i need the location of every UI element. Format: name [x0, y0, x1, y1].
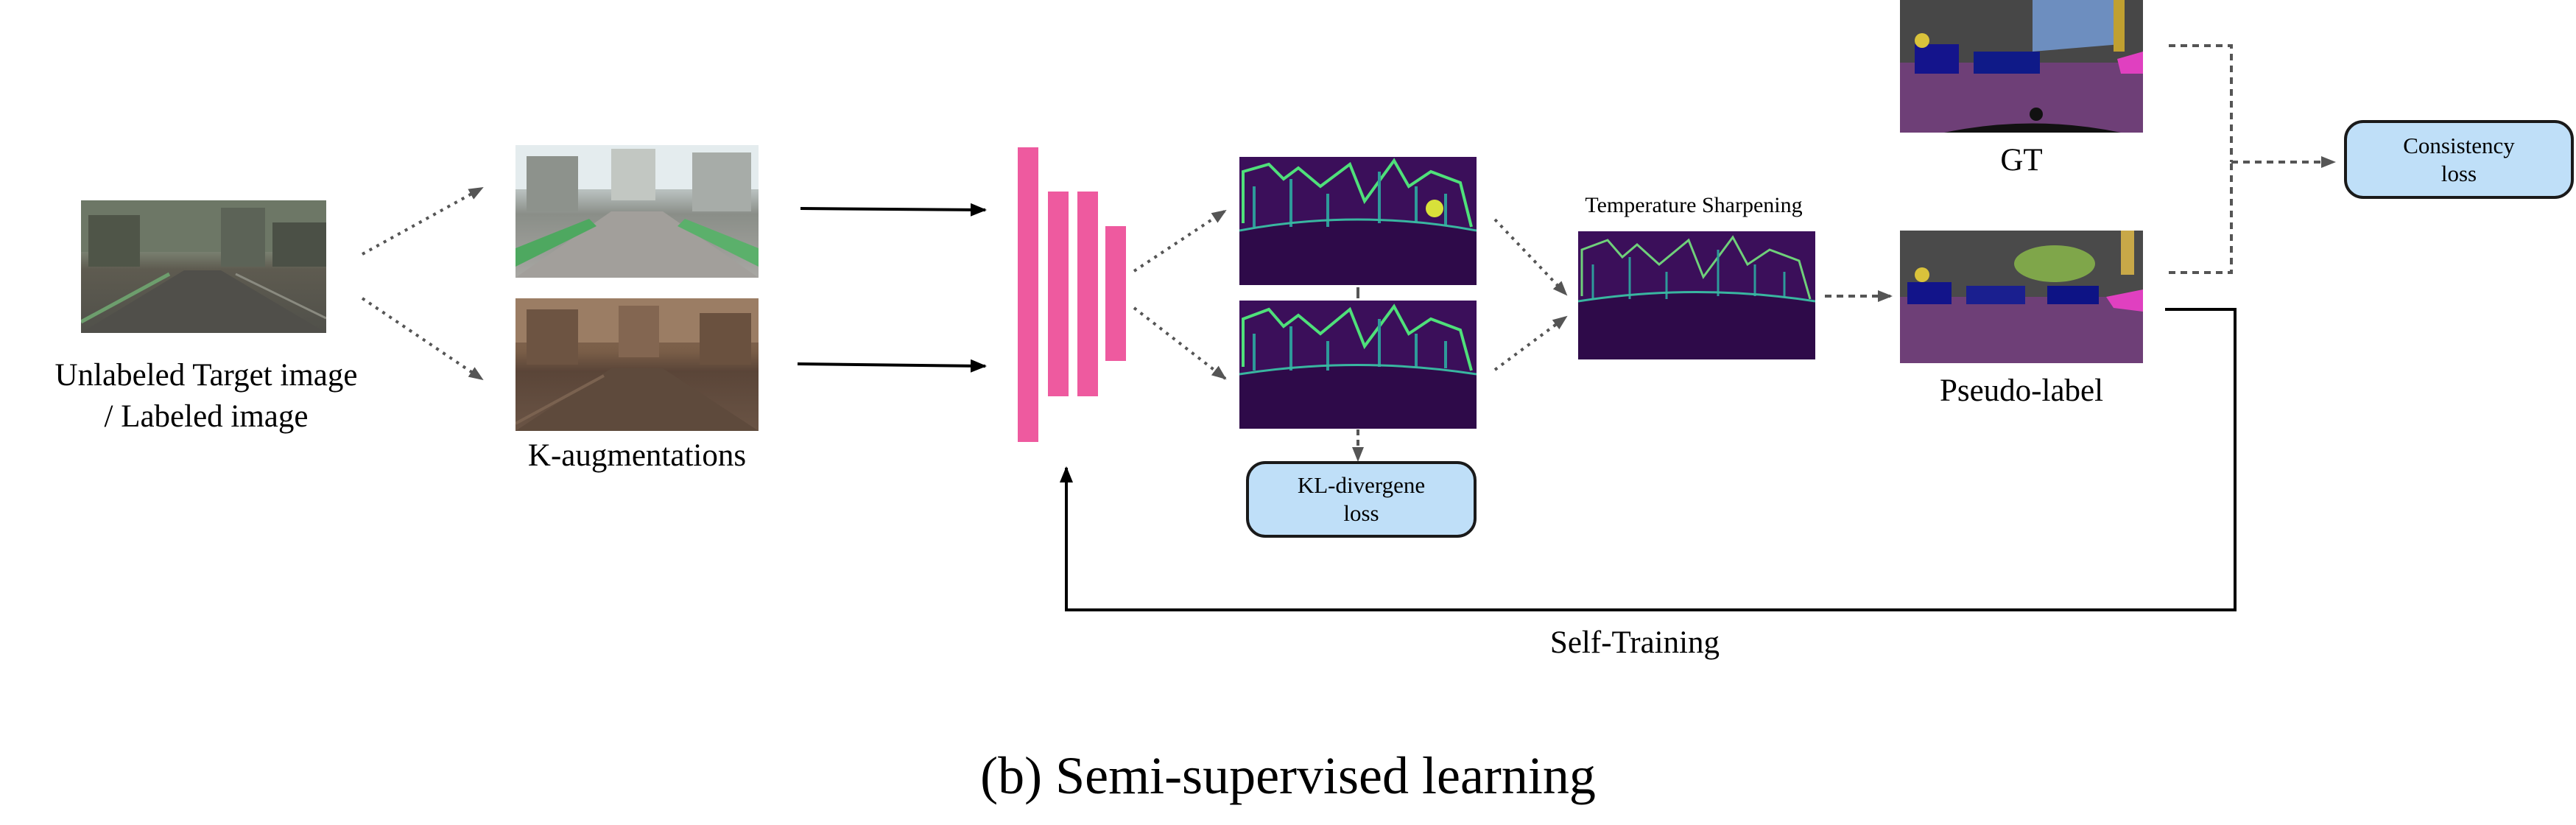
prediction-heatmap-2: [1239, 301, 1477, 429]
encoder-bars-icon: [1016, 147, 1127, 442]
line-gt-to-merge: [2169, 44, 2233, 162]
arrow-aug1-to-net: [800, 203, 987, 217]
pseudo-label-label: Pseudo-label: [1939, 373, 2104, 408]
heatmap-icon: [1578, 231, 1815, 359]
input-label-line2: / Labeled image: [104, 399, 309, 434]
arrow-aug2-to-net: [797, 359, 987, 373]
arrow-net-to-heat2: [1133, 306, 1227, 380]
k-augmentations-label: K-augmentations: [527, 438, 747, 473]
street-scene-icon: [81, 200, 326, 333]
augmented-image-2: [515, 298, 759, 431]
arrow-net-to-heat1: [1133, 209, 1227, 273]
line-pseudo-to-merge: [2169, 162, 2233, 274]
prediction-heatmap-1: [1239, 157, 1477, 285]
arrow-heat1-to-sharp: [1493, 218, 1568, 296]
self-training-loop: [1060, 308, 2237, 611]
heatmap-icon: [1239, 301, 1477, 429]
temperature-sharpening-label: Temperature Sharpening: [1585, 193, 1803, 217]
pseudo-label-segmentation-map: [1900, 231, 2143, 363]
augmented-image-1: [515, 145, 759, 278]
gt-label: GT: [2000, 143, 2043, 178]
input-label-line1: Unlabeled Target image: [54, 358, 358, 393]
segmentation-icon: [1900, 0, 2143, 133]
arrow-input-to-aug1: [362, 186, 484, 256]
segmentation-icon: [1900, 231, 2143, 363]
figure-caption: (b) Semi-supervised learning: [980, 746, 1596, 805]
street-scene-icon: [515, 145, 759, 278]
self-training-label: Self-Training: [1549, 625, 1720, 660]
kl-loss-line2: loss: [1343, 500, 1379, 526]
heatmap-icon: [1239, 157, 1477, 285]
consistency-loss-line1: Consistency: [2403, 132, 2515, 158]
kl-divergence-loss-box: KL-divergene loss: [1246, 461, 1477, 538]
street-scene-icon: [515, 298, 759, 431]
kl-loss-line1: KL-divergene: [1297, 472, 1426, 498]
network-layer-3: [1077, 192, 1098, 396]
consistency-loss-box: Consistency loss: [2344, 120, 2574, 199]
input-street-image: [81, 200, 326, 333]
gt-segmentation-map: [1900, 0, 2143, 133]
network-layer-1: [1018, 147, 1038, 442]
sharpened-heatmap: [1578, 231, 1815, 359]
network-layer-2: [1048, 192, 1069, 396]
network-layer-4: [1105, 226, 1126, 361]
arrow-heat2-to-sharp: [1493, 315, 1568, 371]
consistency-loss-line2: loss: [2440, 160, 2477, 186]
